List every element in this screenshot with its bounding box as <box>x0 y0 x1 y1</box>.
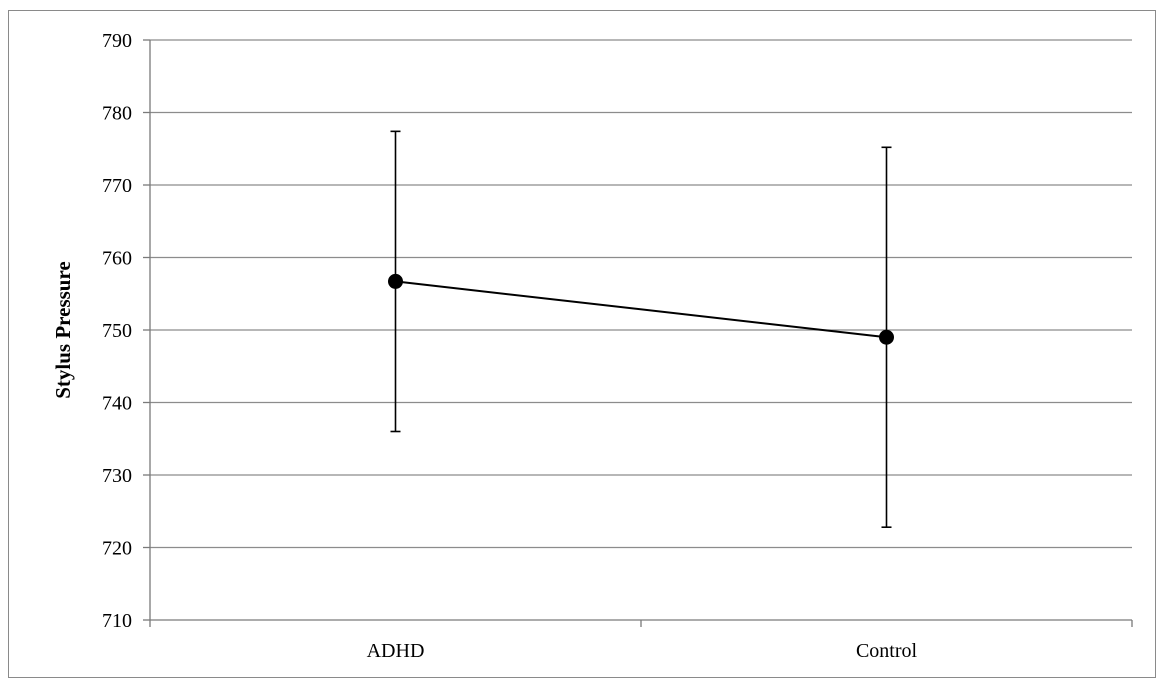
chart-frame <box>8 10 1156 678</box>
x-tick-label: ADHD <box>367 640 425 662</box>
y-tick-label: 770 <box>102 175 132 197</box>
y-tick-labels: 710 720 730 740 750 760 770 780 790 <box>102 30 132 632</box>
series-line <box>395 280 887 339</box>
gridlines <box>150 39 1132 549</box>
x-tick-labels: ADHD Control <box>367 640 918 662</box>
y-tick-label: 710 <box>102 610 132 632</box>
y-tick-label: 730 <box>102 465 132 487</box>
y-tick-label: 720 <box>102 538 132 560</box>
y-tick-label: 750 <box>102 320 132 342</box>
data-point <box>388 273 403 289</box>
y-tick-label: 790 <box>102 30 132 52</box>
y-tick-label: 740 <box>102 393 132 415</box>
axes <box>143 39 1133 627</box>
data-series <box>388 130 894 529</box>
y-axis-title: Stylus Pressure <box>51 261 75 398</box>
data-point <box>879 329 894 345</box>
y-tick-label: 780 <box>102 103 132 125</box>
y-tick-label: 760 <box>102 248 132 270</box>
x-tick-label: Control <box>856 640 918 662</box>
